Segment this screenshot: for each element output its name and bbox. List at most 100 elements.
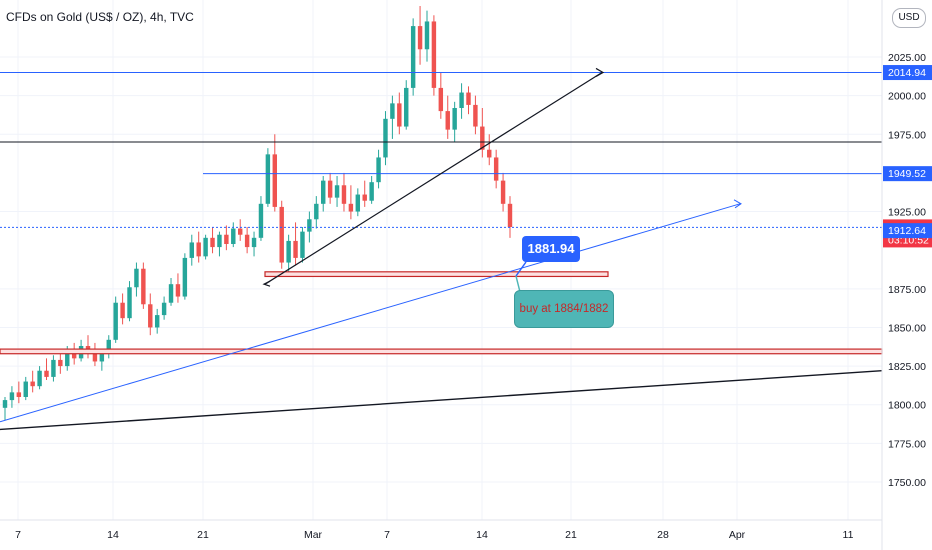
candle-body: [300, 231, 305, 258]
candle-body: [251, 237, 257, 248]
candle-body: [480, 126, 485, 150]
candle-body: [452, 108, 457, 130]
arrow-head: [595, 67, 605, 77]
candle-body: [51, 359, 56, 377]
candle-body: [182, 257, 188, 297]
candle-body: [390, 103, 395, 119]
price-tag-box: [883, 223, 932, 239]
candle-body: [120, 302, 125, 319]
price-tag-label: 1912.64: [888, 225, 926, 237]
price-tick-label: 1875.00: [888, 284, 926, 296]
time-tick-label: Apr: [729, 529, 746, 541]
grid-lines: [0, 0, 882, 520]
buy-note-callout[interactable]: buy at 1884/1882: [514, 290, 614, 328]
drawings-layer: [0, 67, 883, 431]
candle-body: [507, 203, 513, 227]
time-tick-label: 28: [657, 529, 669, 541]
time-tick-label: Mar: [304, 529, 323, 541]
candle-body: [113, 302, 118, 340]
candle-body: [127, 287, 132, 319]
candle-body: [279, 206, 284, 263]
candle-body: [404, 87, 409, 127]
price-tick-label: 1750.00: [888, 477, 926, 489]
price-tick-label: 1925.00: [888, 207, 926, 219]
long-support-line: [0, 370, 883, 431]
time-tick-label: 21: [197, 529, 209, 541]
candle-body: [217, 234, 222, 248]
candle-body: [410, 26, 416, 88]
candle-body: [417, 26, 423, 50]
candle-body: [362, 194, 367, 201]
arrow-tail: [262, 280, 271, 287]
candle-body: [265, 154, 271, 204]
candle-body: [272, 154, 278, 207]
candle-body: [9, 392, 15, 401]
time-tick-label: 14: [107, 529, 119, 541]
price-tag-label: 1949.52: [888, 168, 926, 180]
candle-body: [466, 92, 471, 105]
price-tick-label: 1800.00: [888, 400, 926, 412]
price-tick-label: 2000.00: [888, 91, 926, 103]
candle-body: [473, 104, 478, 127]
time-axis[interactable]: 7 14 21 Mar 7 14 21 28 Apr 11: [15, 529, 854, 541]
candle-body: [293, 240, 298, 258]
uptrend-line-blue: [0, 203, 741, 423]
candle-body: [106, 339, 111, 354]
candle-body: [334, 185, 340, 198]
candle-body: [459, 92, 464, 108]
target-price-label[interactable]: 1881.94: [522, 236, 580, 262]
candle-body: [134, 268, 139, 288]
candle-body: [487, 149, 492, 158]
price-axis[interactable]: 2025.00 2000.00 1975.00 1925.00 1875.00 1850.…: [888, 52, 926, 489]
candle-body: [237, 228, 243, 235]
candle-body: [258, 203, 264, 238]
currency-button[interactable]: USD: [892, 8, 926, 28]
candle-body: [44, 370, 49, 377]
candle-body: [189, 242, 194, 258]
candle-body: [71, 352, 77, 359]
price-tag-label: 2014.94: [888, 67, 926, 79]
candle-body: [168, 284, 174, 303]
arrow-head-blue: [733, 199, 742, 209]
time-tick-label: 11: [843, 529, 854, 541]
support-zone: [264, 271, 609, 278]
candle-body: [321, 180, 326, 204]
candle-body: [341, 185, 347, 204]
candle-body: [327, 180, 333, 198]
time-tick-label: 7: [15, 529, 21, 541]
candle-body: [161, 302, 167, 316]
candle-body: [175, 284, 181, 297]
candle-body: [224, 234, 229, 244]
time-tick-label: 7: [384, 529, 390, 541]
candle-body: [196, 242, 201, 257]
candle-body: [493, 157, 499, 181]
candle-body: [30, 381, 35, 387]
uptrend-line-black: [264, 71, 603, 285]
candle-body: [431, 21, 437, 88]
candle-body: [424, 21, 430, 50]
candle-body: [438, 87, 444, 112]
candle-body: [286, 240, 291, 263]
price-tick-label: 2025.00: [888, 52, 926, 64]
candle-body: [445, 111, 450, 130]
note-connector: [515, 275, 521, 293]
candle-body: [58, 359, 63, 367]
candle-body: [244, 234, 250, 248]
candle-body: [92, 350, 98, 362]
candle-body: [23, 381, 28, 397]
price-tick-label: 1850.00: [888, 322, 926, 334]
candle-body: [141, 268, 146, 305]
price-tick-label: 1775.00: [888, 438, 926, 450]
candle-body: [99, 353, 105, 362]
candle-body: [355, 194, 361, 212]
price-tag-box: [883, 65, 932, 81]
chart-title: CFDs on Gold (US$ / OZ), 4h, TVC: [6, 10, 194, 24]
candle-body: [65, 352, 70, 367]
price-tick-label: 1975.00: [888, 129, 926, 141]
candle-body: [307, 219, 312, 232]
time-tick-label: 21: [565, 529, 577, 541]
candle-body: [369, 182, 374, 201]
candle-body: [397, 103, 402, 127]
